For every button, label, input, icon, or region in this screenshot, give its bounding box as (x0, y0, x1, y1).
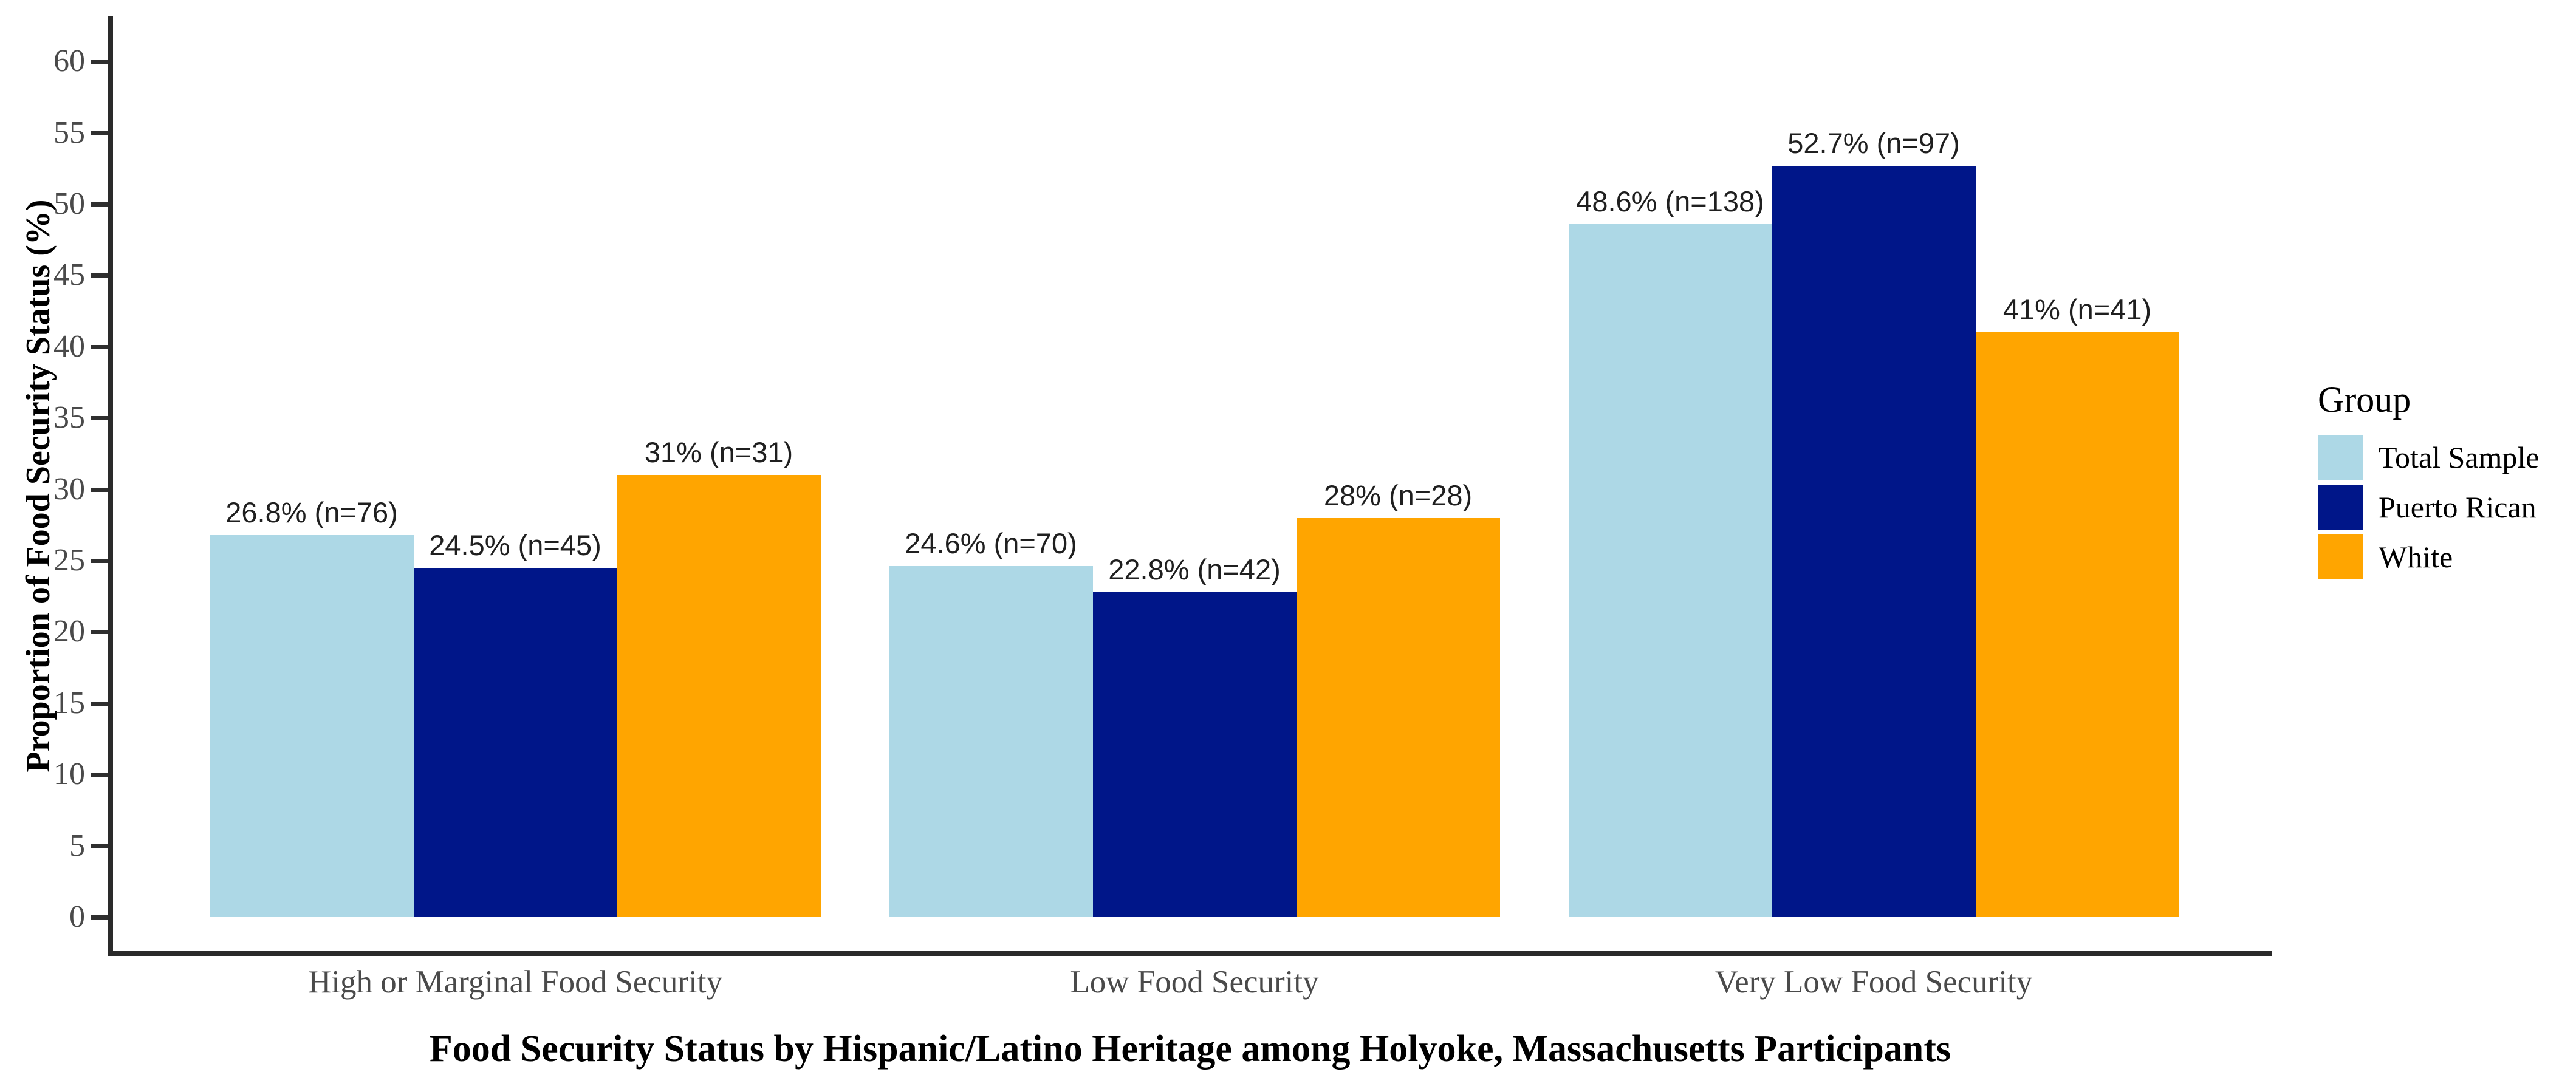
x-axis-category-label: Low Food Security (1070, 964, 1319, 1000)
y-axis-tick (91, 344, 108, 349)
y-axis-tick-label: 25 (53, 543, 85, 578)
bar-value-label: 48.6% (n=138) (1576, 185, 1764, 217)
bar-value-label: 28% (n=28) (1323, 479, 1473, 511)
y-axis-tick-label: 10 (53, 757, 85, 792)
x-axis-category-label: Very Low Food Security (1714, 964, 2033, 1000)
x-axis-category-label: High or Marginal Food Security (307, 964, 723, 1000)
bar-puerto-rican (1092, 592, 1297, 917)
y-axis-tick (91, 701, 108, 706)
y-axis-tick-label: 35 (53, 400, 85, 435)
bar-value-label: 24.5% (n=45) (429, 528, 601, 561)
y-axis-tick-label: 55 (53, 115, 85, 150)
y-axis-tick-label: 60 (53, 44, 85, 79)
y-axis-tick-label: 0 (69, 900, 85, 934)
bar-white (1296, 517, 1500, 917)
y-axis-tick (91, 773, 108, 777)
y-axis-tick-label: 50 (53, 186, 85, 221)
bar-total-sample (889, 566, 1093, 917)
y-axis-line (108, 16, 113, 956)
y-axis-tick (91, 487, 108, 492)
legend-swatch (2318, 534, 2363, 579)
legend-item: White (2318, 534, 2540, 579)
x-axis-line (108, 951, 2272, 956)
chart-title: Food Security Status by Hispanic/Latino … (429, 1028, 1951, 1070)
legend-label: White (2379, 540, 2453, 574)
y-axis-tick-label: 40 (53, 329, 85, 364)
legend-swatch (2318, 485, 2363, 530)
bar-white (1975, 332, 2179, 917)
y-axis-tick-label: 5 (69, 828, 85, 863)
bar-total-sample (1568, 224, 1772, 917)
bar-value-label: 26.8% (n=76) (225, 496, 398, 528)
bar-puerto-rican (413, 567, 617, 917)
y-axis-tick (91, 416, 108, 421)
bar-value-label: 22.8% (n=42) (1108, 553, 1281, 585)
legend-swatch (2318, 435, 2363, 480)
y-axis-tick (91, 273, 108, 278)
bar-value-label: 24.6% (n=70) (905, 527, 1077, 560)
legend-title: Group (2318, 380, 2411, 420)
bar-value-label: 52.7% (n=97) (1787, 126, 1960, 159)
bar-puerto-rican (1772, 165, 1976, 917)
y-axis-tick (91, 559, 108, 563)
legend-label: Total Sample (2379, 440, 2540, 474)
y-axis-tick-label: 30 (53, 471, 85, 507)
legend-item: Total Sample (2318, 435, 2540, 480)
legend-item: Puerto Rican (2318, 485, 2540, 530)
y-axis-tick (91, 844, 108, 848)
y-axis-tick (91, 60, 108, 64)
bar-value-label: 41% (n=41) (2002, 293, 2152, 326)
y-axis-tick (91, 915, 108, 920)
legend-label: Puerto Rican (2379, 490, 2537, 524)
bar-white (617, 475, 821, 917)
y-axis-tick (91, 630, 108, 635)
y-axis-tick-label: 20 (53, 614, 85, 649)
legend-items: Total Sample Puerto Rican White (2318, 435, 2540, 579)
y-axis-tick-label: 15 (53, 685, 85, 720)
y-axis-tick (91, 202, 108, 207)
legend: Group Total Sample Puerto Rican White (2318, 380, 2540, 584)
bar-value-label: 31% (n=31) (644, 436, 793, 469)
bar-total-sample (210, 534, 414, 917)
y-axis-tick-label: 45 (53, 258, 85, 293)
y-axis-tick (91, 131, 108, 135)
